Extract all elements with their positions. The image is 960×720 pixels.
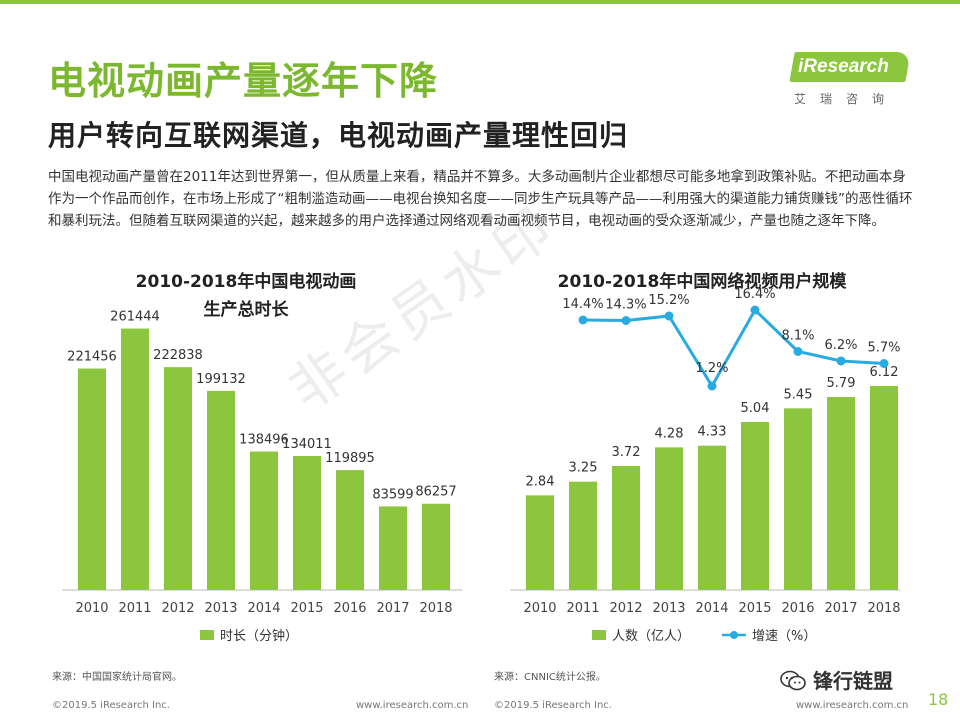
growth-label-2017: 6.2%	[824, 338, 857, 353]
bar-2014	[250, 451, 278, 590]
legend-label-growth: 增速（%）	[752, 629, 816, 644]
bar-2012	[164, 367, 192, 590]
bar-2010	[78, 368, 106, 590]
data-label-2011: 3.25	[569, 461, 598, 476]
bar-2013	[207, 390, 235, 590]
bar-2018	[422, 503, 450, 590]
iresearch-logo: iResearch 艾瑞咨询	[789, 52, 922, 114]
data-label-2013: 4.28	[655, 426, 684, 441]
data-label-2010: 2.84	[526, 474, 555, 489]
x-tick-2010: 2010	[75, 601, 108, 616]
footer-left-copyright: ©2019.5 iResearch Inc.	[52, 700, 170, 711]
chart-title-line-2: 生产总时长	[204, 299, 290, 320]
x-tick-2011: 2011	[566, 601, 599, 616]
top-accent-rule	[0, 0, 960, 4]
bar-2011	[121, 328, 149, 590]
data-label-2018: 86257	[415, 485, 456, 500]
description-paragraph: 中国电视动画产量曾在2011年达到世界第一，但从质量上来看，精品并不算多。大多动…	[48, 169, 913, 229]
footer-left-url: www.iresearch.com.cn	[356, 700, 469, 711]
bar-2017	[827, 397, 855, 590]
bar-2010	[526, 495, 554, 590]
bar-2016	[336, 470, 364, 590]
growth-point-2011	[578, 315, 588, 325]
x-tick-2012: 2012	[161, 601, 194, 616]
x-tick-2015: 2015	[290, 601, 323, 616]
page-title: 电视动画产量逐年下降	[48, 59, 439, 103]
bar-2015	[293, 455, 321, 590]
chart-title-line-1: 2010-2018年中国电视动画	[136, 271, 357, 292]
bar-2014	[698, 445, 726, 590]
data-label-2014: 4.33	[698, 425, 727, 440]
bar-2017	[379, 506, 407, 590]
growth-label-2013: 15.2%	[648, 293, 689, 308]
growth-point-2012	[621, 316, 631, 325]
growth-label-2016: 8.1%	[781, 329, 814, 344]
x-tick-2014: 2014	[695, 601, 728, 616]
x-tick-2010: 2010	[523, 601, 556, 616]
x-tick-2013: 2013	[652, 601, 685, 616]
page-number: 18	[928, 690, 949, 709]
data-label-2017: 83599	[372, 487, 413, 502]
growth-point-2014	[707, 381, 717, 391]
wechat-account-name: 锋行链盟	[812, 669, 893, 693]
data-label-2011: 261444	[110, 310, 160, 325]
x-tick-2016: 2016	[333, 601, 366, 616]
data-label-2012: 222838	[153, 348, 203, 363]
data-label-2014: 138496	[239, 433, 289, 448]
data-label-2018: 6.12	[870, 365, 899, 380]
growth-label-2011: 14.4%	[562, 297, 603, 312]
growth-line	[582, 307, 885, 389]
x-tick-2018: 2018	[867, 601, 900, 616]
x-tick-2012: 2012	[609, 601, 642, 616]
legend-label-duration: 时长（分钟）	[220, 628, 298, 644]
data-label-2012: 3.72	[612, 445, 641, 460]
data-label-2016: 119895	[325, 451, 375, 466]
footer-right-copyright: ©2019.5 iResearch Inc.	[494, 700, 612, 711]
x-tick-2017: 2017	[824, 601, 857, 616]
x-tick-2016: 2016	[781, 601, 814, 616]
data-label-2015: 5.04	[741, 401, 770, 416]
growth-point-2015	[750, 305, 760, 315]
logo-name: iResearch	[798, 56, 889, 77]
online-video-users-chart: 2010-2018年中国网络视频用户规模 2.84 2010 3.25 2011 3.72…	[510, 271, 901, 644]
legend-swatch-users	[592, 630, 606, 640]
data-label-2016: 5.45	[784, 387, 813, 402]
data-label-2013: 199132	[196, 372, 246, 387]
x-tick-2018: 2018	[419, 601, 452, 616]
bar-2011	[569, 481, 597, 590]
wechat-account: 锋行链盟	[780, 665, 893, 694]
growth-label-2014: 1.2%	[695, 361, 728, 376]
growth-label-2015: 16.4%	[734, 287, 775, 302]
source-right: 来源：CNNIC统计公报。	[494, 672, 606, 683]
growth-point-2018	[879, 359, 889, 368]
bar-2013	[655, 447, 683, 590]
growth-point-2016	[793, 347, 803, 356]
growth-point-2013	[664, 311, 674, 321]
growth-point-2017	[836, 356, 846, 366]
bar-2012	[612, 466, 640, 590]
x-tick-2011: 2011	[118, 601, 151, 616]
x-tick-2013: 2013	[204, 601, 237, 616]
legend-marker-growth	[730, 631, 738, 639]
bar-2015	[741, 422, 769, 590]
x-tick-2015: 2015	[738, 601, 771, 616]
wechat-icon	[780, 670, 806, 692]
data-label-2017: 5.79	[827, 376, 856, 391]
bar-2016	[784, 408, 812, 590]
page-subtitle: 用户转向互联网渠道，电视动画产量理性回归	[48, 119, 629, 152]
growth-label-2012: 14.3%	[605, 298, 646, 313]
growth-label-2018: 5.7%	[867, 341, 900, 356]
x-tick-2014: 2014	[247, 601, 280, 616]
logo-cn-name: 艾瑞咨询	[794, 92, 899, 106]
footer-right-url: www.iresearch.com.cn	[796, 700, 909, 711]
data-label-2010: 221456	[67, 350, 117, 365]
bar-2018	[870, 386, 898, 590]
x-tick-2017: 2017	[376, 601, 409, 616]
source-left: 来源：中国国家统计局官网。	[52, 672, 182, 683]
legend-swatch-duration	[200, 630, 214, 640]
legend-label-users: 人数（亿人）	[612, 629, 690, 644]
data-label-2015: 134011	[282, 437, 332, 452]
chart-title-line-1: 2010-2018年中国网络视频用户规模	[558, 271, 848, 292]
